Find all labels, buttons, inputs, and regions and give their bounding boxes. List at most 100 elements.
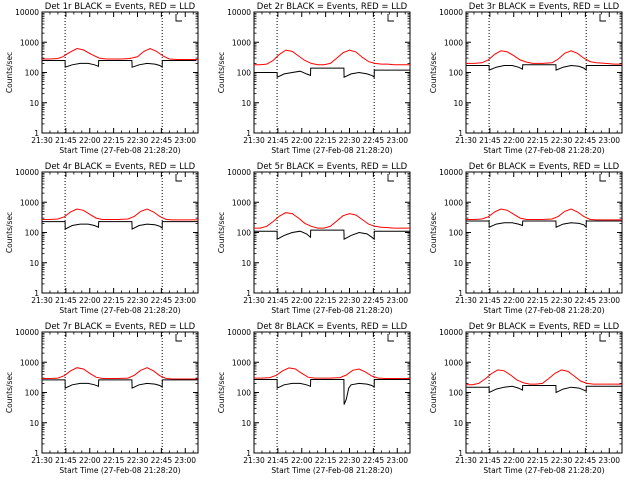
- series-events-line: [42, 221, 198, 230]
- y-axis-label: Counts/sec: [429, 372, 438, 413]
- y-tick-label: 1: [34, 449, 39, 458]
- x-tick-label: 22:00: [291, 296, 313, 305]
- x-axis-label: Start Time (27-Feb-08 21:28:20): [59, 466, 180, 475]
- corner-marker: [599, 14, 606, 22]
- x-tick-label: 22:45: [151, 136, 173, 145]
- x-tick-label: 21:45: [479, 456, 501, 465]
- x-tick-label: 22:00: [503, 456, 525, 465]
- y-axis-label: Counts/sec: [5, 212, 14, 253]
- x-tick-label: 22:30: [339, 296, 361, 305]
- x-tick-label: 21:45: [55, 296, 77, 305]
- chart-title: Det 6r BLACK = Events, RED = LLD: [469, 162, 620, 172]
- y-tick-label: 10000: [439, 328, 463, 337]
- chart-panel-3: Det 3r BLACK = Events, RED = LLD 1 10 100 10…: [429, 2, 623, 155]
- y-tick-label: 1000: [444, 358, 463, 367]
- series-lld-line: [466, 50, 622, 65]
- x-tick-label: 21:45: [55, 136, 77, 145]
- x-tick-label: 21:45: [479, 296, 501, 305]
- y-tick-label: 10: [453, 259, 463, 268]
- x-tick-label: 23:00: [174, 456, 196, 465]
- y-tick-label: 100: [25, 389, 40, 398]
- corner-marker: [599, 334, 606, 342]
- x-tick-label: 23:00: [386, 136, 408, 145]
- x-tick-label: 22:00: [291, 456, 313, 465]
- series-events-line: [42, 379, 198, 389]
- y-tick-label: 1: [34, 289, 39, 298]
- y-tick-label: 10: [241, 99, 251, 108]
- x-tick-label: 23:00: [174, 136, 196, 145]
- y-tick-label: 10000: [15, 8, 39, 17]
- y-tick-label: 10000: [227, 168, 251, 177]
- y-axis-label: Counts/sec: [217, 52, 226, 93]
- y-axis-label: Counts/sec: [5, 372, 14, 413]
- x-tick-label: 21:45: [55, 456, 77, 465]
- chart-title: Det 8r BLACK = Events, RED = LLD: [257, 322, 408, 332]
- y-tick-label: 1000: [20, 198, 39, 207]
- x-tick-label: 22:15: [103, 456, 125, 465]
- x-tick-label: 22:15: [103, 296, 125, 305]
- y-tick-label: 1000: [444, 198, 463, 207]
- y-tick-label: 10: [453, 99, 463, 108]
- y-tick-label: 1000: [232, 38, 251, 47]
- x-tick-label: 23:00: [598, 456, 620, 465]
- series-lld-line: [42, 47, 198, 60]
- x-axis-label: Start Time (27-Feb-08 21:28:20): [271, 466, 392, 475]
- x-tick-label: 22:45: [575, 296, 597, 305]
- y-tick-label: 100: [449, 69, 464, 78]
- y-tick-label: 1: [458, 129, 463, 138]
- x-axis-label: Start Time (27-Feb-08 21:28:20): [483, 306, 604, 315]
- x-tick-label: 22:15: [527, 136, 549, 145]
- y-tick-label: 10: [241, 419, 251, 428]
- chart-panel-8: Det 8r BLACK = Events, RED = LLD 1 10 100 10…: [217, 322, 411, 475]
- y-tick-label: 1000: [232, 198, 251, 207]
- x-tick-label: 21:30: [455, 456, 477, 465]
- y-tick-label: 100: [449, 389, 464, 398]
- y-tick-label: 10000: [15, 168, 39, 177]
- corner-marker: [599, 174, 606, 182]
- series-lld-line: [42, 208, 198, 221]
- y-tick-label: 1: [458, 449, 463, 458]
- x-tick-label: 22:00: [291, 136, 313, 145]
- x-axis-label: Start Time (27-Feb-08 21:28:20): [271, 146, 392, 155]
- x-tick-label: 23:00: [598, 296, 620, 305]
- y-tick-label: 100: [25, 69, 40, 78]
- x-tick-label: 21:30: [455, 136, 477, 145]
- series-events-line: [42, 60, 197, 69]
- corner-marker: [387, 14, 394, 22]
- x-tick-label: 23:00: [598, 136, 620, 145]
- series-lld-line: [254, 49, 410, 66]
- x-tick-label: 22:30: [551, 456, 573, 465]
- x-tick-label: 21:45: [267, 136, 289, 145]
- x-tick-label: 22:45: [575, 456, 597, 465]
- chart-title: Det 5r BLACK = Events, RED = LLD: [257, 162, 408, 172]
- x-tick-label: 21:30: [31, 296, 53, 305]
- x-axis-label: Start Time (27-Feb-08 21:28:20): [483, 146, 604, 155]
- chart-panel-2: Det 2r BLACK = Events, RED = LLD 1 10 100 10…: [217, 2, 411, 155]
- series-events-line: [254, 67, 410, 79]
- y-axis-label: Counts/sec: [429, 52, 438, 93]
- y-axis-label: Counts/sec: [217, 212, 226, 253]
- y-tick-label: 1: [246, 449, 251, 458]
- x-tick-label: 22:15: [527, 456, 549, 465]
- x-tick-label: 22:45: [151, 456, 173, 465]
- y-tick-label: 10000: [15, 328, 39, 337]
- y-tick-label: 100: [237, 69, 252, 78]
- corner-marker: [387, 174, 394, 182]
- y-tick-label: 100: [25, 229, 40, 238]
- y-tick-label: 10: [29, 99, 39, 108]
- y-tick-label: 1000: [20, 38, 39, 47]
- x-axis-label: Start Time (27-Feb-08 21:28:20): [271, 306, 392, 315]
- x-tick-label: 22:15: [315, 136, 337, 145]
- x-tick-label: 22:45: [363, 136, 385, 145]
- chart-title: Det 4r BLACK = Events, RED = LLD: [45, 162, 196, 172]
- x-tick-label: 21:45: [267, 296, 289, 305]
- x-tick-label: 22:00: [503, 296, 525, 305]
- series-events-line: [466, 220, 622, 229]
- x-tick-label: 21:30: [455, 296, 477, 305]
- x-tick-label: 21:30: [31, 136, 53, 145]
- x-tick-label: 21:45: [267, 456, 289, 465]
- x-tick-label: 21:30: [31, 456, 53, 465]
- y-tick-label: 10000: [227, 328, 251, 337]
- x-tick-label: 22:30: [339, 136, 361, 145]
